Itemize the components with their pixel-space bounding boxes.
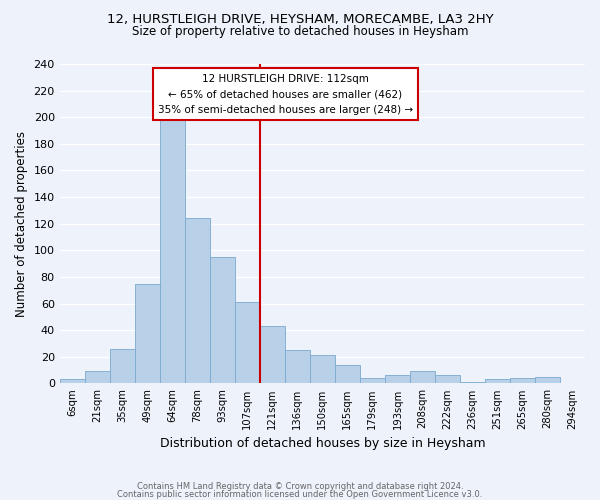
Bar [110,349,135,384]
Bar [135,284,160,384]
Bar [59,380,85,384]
Bar [535,377,560,384]
Bar [310,356,335,384]
Text: 12 HURSTLEIGH DRIVE: 112sqm
← 65% of detached houses are smaller (462)
35% of se: 12 HURSTLEIGH DRIVE: 112sqm ← 65% of det… [158,74,413,115]
Bar [260,326,285,384]
Text: Size of property relative to detached houses in Heysham: Size of property relative to detached ho… [132,25,468,38]
Text: Contains HM Land Registry data © Crown copyright and database right 2024.: Contains HM Land Registry data © Crown c… [137,482,463,491]
Text: 12, HURSTLEIGH DRIVE, HEYSHAM, MORECAMBE, LA3 2HY: 12, HURSTLEIGH DRIVE, HEYSHAM, MORECAMBE… [107,12,493,26]
Bar [85,372,110,384]
Text: Contains public sector information licensed under the Open Government Licence v3: Contains public sector information licen… [118,490,482,499]
X-axis label: Distribution of detached houses by size in Heysham: Distribution of detached houses by size … [160,437,485,450]
Bar [210,257,235,384]
Bar [510,378,535,384]
Bar [235,302,260,384]
Bar [485,380,510,384]
Bar [185,218,210,384]
Bar [285,350,310,384]
Bar [435,376,460,384]
Y-axis label: Number of detached properties: Number of detached properties [15,130,28,316]
Bar [335,365,360,384]
Bar [410,372,435,384]
Bar [360,378,385,384]
Bar [160,120,185,384]
Bar [385,376,410,384]
Bar [460,382,485,384]
